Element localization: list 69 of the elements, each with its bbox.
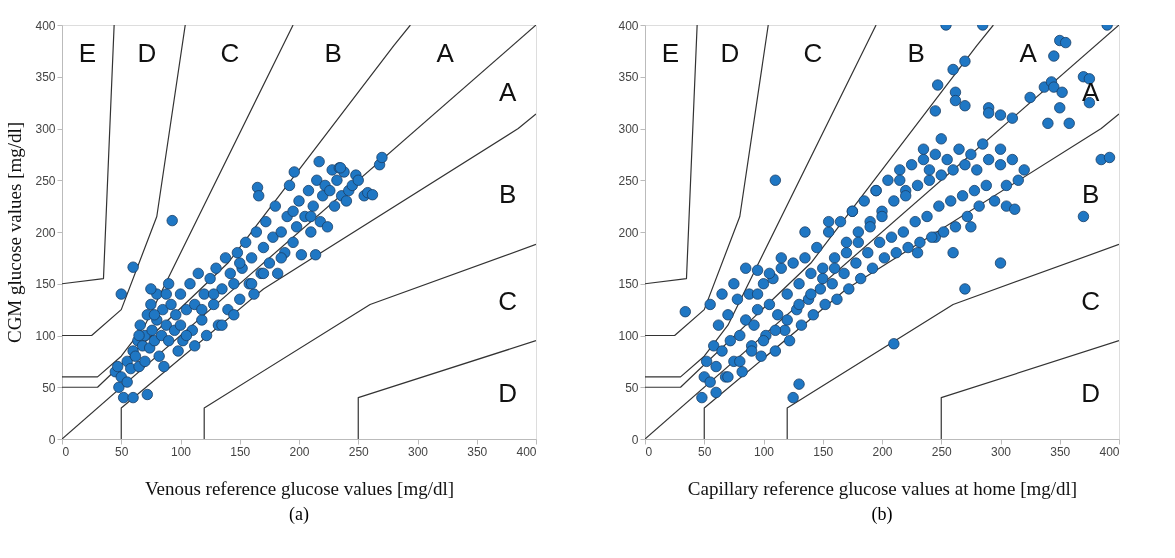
x-tick-label: 350 — [1050, 444, 1071, 459]
x-tick-label: 100 — [170, 444, 192, 459]
y-tick-label: 400 — [618, 18, 639, 33]
y-tick-label: 150 — [35, 277, 56, 292]
line-series — [645, 25, 994, 388]
x-tick-label: 250 — [348, 444, 370, 459]
annotation: E — [78, 37, 97, 68]
x-tick-label: 0 — [645, 444, 653, 459]
annotation: D — [137, 37, 157, 68]
annotation: B — [1081, 178, 1100, 209]
x-tick-label: 300 — [407, 444, 429, 459]
x-tick-label: 0 — [62, 444, 70, 459]
line-series — [62, 25, 411, 388]
y-tick-label: 0 — [48, 432, 56, 447]
annotation: C — [803, 37, 823, 68]
y-tick-label: 100 — [618, 329, 639, 343]
annotation: B — [498, 178, 517, 209]
x-tick-label: 400 — [1099, 444, 1120, 459]
annotation: B — [324, 37, 342, 68]
annotation: D — [498, 378, 517, 409]
y-tick-label: 350 — [618, 70, 639, 85]
line-series — [645, 25, 877, 378]
y-axis-title: CGM glucose values [mg/dl] — [4, 121, 26, 344]
text: (b) — [871, 504, 893, 525]
x-tick-label: 50 — [698, 444, 712, 459]
line-series — [120, 113, 536, 439]
annotation: C — [220, 37, 240, 68]
y-tick-label: 400 — [35, 18, 56, 33]
x-axis-title: Capillary reference glucose values at home [mg/dl] — [687, 477, 1078, 499]
y-tick-label: 200 — [35, 225, 56, 240]
y-tick-label: 300 — [35, 122, 56, 136]
annotation: A — [1019, 37, 1038, 68]
y-tick-label: 250 — [35, 173, 56, 188]
x-tick-label: 100 — [753, 444, 775, 459]
annotation: A — [498, 76, 517, 107]
y-tick-label: 200 — [618, 225, 639, 240]
x-tick-label: 200 — [289, 444, 310, 459]
line-series — [62, 25, 294, 378]
y-tick-label: 300 — [618, 122, 639, 136]
x-tick-label: 300 — [990, 444, 1012, 459]
y-tick-label: 350 — [35, 70, 56, 85]
annotation: E — [661, 37, 680, 68]
text: (a) — [289, 504, 309, 525]
line-series — [786, 243, 1119, 439]
annotation: A — [1081, 76, 1100, 107]
y-tick-label: 50 — [625, 380, 639, 395]
x-tick-label: 350 — [467, 444, 488, 459]
y-tick-label: 150 — [618, 277, 639, 292]
annotation: C — [1081, 286, 1100, 317]
annotation: C — [498, 286, 517, 317]
annotation: B — [907, 37, 925, 68]
line-series — [703, 113, 1119, 439]
y-tick-label: 50 — [42, 380, 56, 395]
line-series — [203, 243, 536, 439]
y-tick-label: 0 — [631, 432, 639, 447]
x-tick-label: 400 — [516, 444, 537, 459]
x-axis-title: Venous reference glucose values [mg/dl] — [144, 477, 455, 499]
x-tick-label: 250 — [931, 444, 953, 459]
x-tick-label: 150 — [813, 444, 834, 459]
x-tick-label: 50 — [115, 444, 129, 459]
annotation: D — [720, 37, 740, 68]
y-tick-label: 250 — [618, 173, 639, 188]
x-tick-label: 150 — [230, 444, 251, 459]
annotation: D — [1081, 378, 1100, 409]
line-series — [62, 25, 186, 337]
x-tick-label: 200 — [872, 444, 893, 459]
line-series — [645, 25, 769, 337]
annotation: A — [436, 37, 455, 68]
y-tick-label: 100 — [35, 329, 56, 343]
